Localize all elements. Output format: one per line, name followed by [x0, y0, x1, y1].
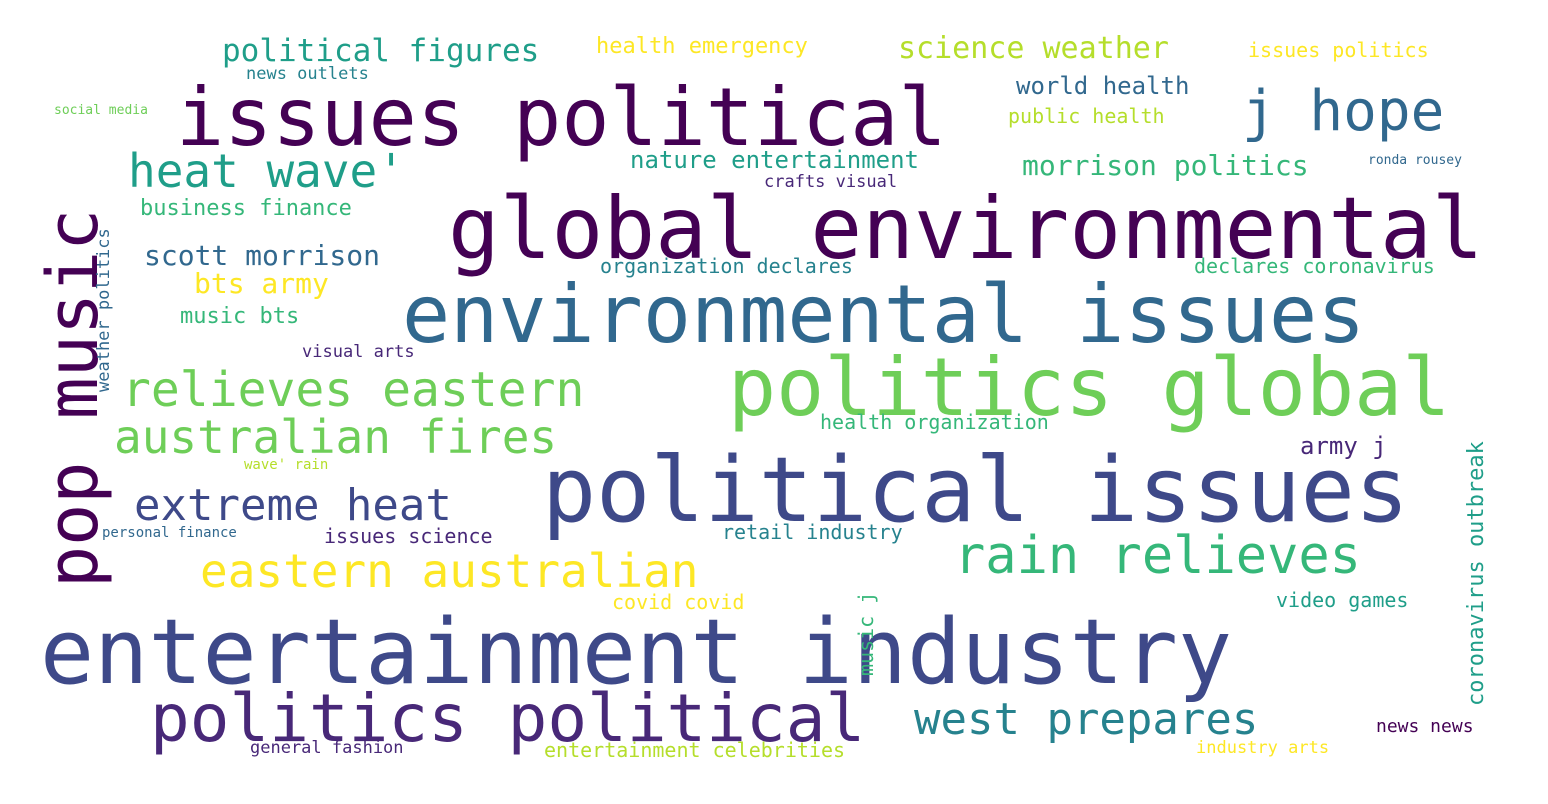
word-crafts-visual: crafts visual: [764, 172, 898, 192]
word-j-hope: j hope: [1242, 79, 1445, 144]
word-relieves-eastern: relieves eastern: [122, 362, 585, 418]
word-health-emergency: health emergency: [596, 34, 808, 59]
word-business-finance: business finance: [140, 196, 352, 221]
word-video-games: video games: [1276, 588, 1409, 612]
word-morrison-politics: morrison politics: [1022, 149, 1309, 182]
word-personal-finance: personal finance: [102, 525, 237, 541]
word-heat-wave: heat wave': [128, 144, 405, 198]
word-eastern-australian: eastern australian: [200, 544, 699, 598]
word-health-organization: health organization: [820, 410, 1049, 434]
word-music-j: music j: [854, 591, 878, 676]
word-science-weather: science weather: [898, 31, 1169, 66]
word-visual-arts: visual arts: [302, 342, 415, 362]
word-general-fashion: general fashion: [250, 738, 404, 758]
word-coronavirus-outbreak: coronavirus outbreak: [1464, 441, 1489, 706]
word-news-outlets: news outlets: [246, 64, 369, 84]
word-industry-arts: industry arts: [1196, 738, 1330, 758]
word-west-prepares: west prepares: [914, 694, 1259, 745]
word-issues-political: issues political: [176, 71, 947, 164]
word-news-news: news news: [1376, 716, 1474, 737]
word-organization-declares: organization declares: [600, 254, 853, 278]
word-declares-coronavirus: declares coronavirus: [1194, 254, 1435, 278]
word-weather-politics: weather politics: [94, 228, 114, 392]
word-bts-army: bts army: [194, 267, 329, 300]
word-issues-science: issues science: [324, 524, 493, 548]
word-rain-relieves: rain relieves: [954, 526, 1361, 586]
word-extreme-heat: extreme heat: [134, 480, 452, 531]
word-entertainment-celebrities: entertainment celebrities: [544, 738, 846, 762]
word-nature-entertainment: nature entertainment: [630, 146, 919, 174]
word-retail-industry: retail industry: [722, 520, 903, 544]
word-music-bts: music bts: [180, 304, 300, 329]
word-entertainment-industry: entertainment industry: [40, 600, 1233, 705]
word-global-environmental: global environmental: [448, 179, 1484, 279]
word-politics-political: politics political: [150, 680, 866, 757]
word-environmental-issues: environmental issues: [402, 268, 1366, 361]
word-political-figures: political figures: [222, 33, 540, 69]
word-world-health: world health: [1016, 72, 1190, 100]
word-army-j: army j: [1300, 432, 1387, 460]
word-politics-global: politics global: [728, 341, 1451, 434]
word-australian-fires: australian fires: [114, 410, 558, 464]
word-public-health: public health: [1008, 104, 1165, 128]
word-ronda-rousey: ronda rousey: [1368, 153, 1462, 168]
word-political-issues: political issues: [542, 438, 1409, 543]
word-social-media: social media: [54, 103, 148, 118]
word-issues-politics: issues politics: [1248, 38, 1429, 62]
word-covid-covid: covid covid: [612, 590, 745, 614]
word-wave-rain: wave' rain: [244, 457, 329, 473]
word-scott-morrison: scott morrison: [144, 239, 381, 272]
